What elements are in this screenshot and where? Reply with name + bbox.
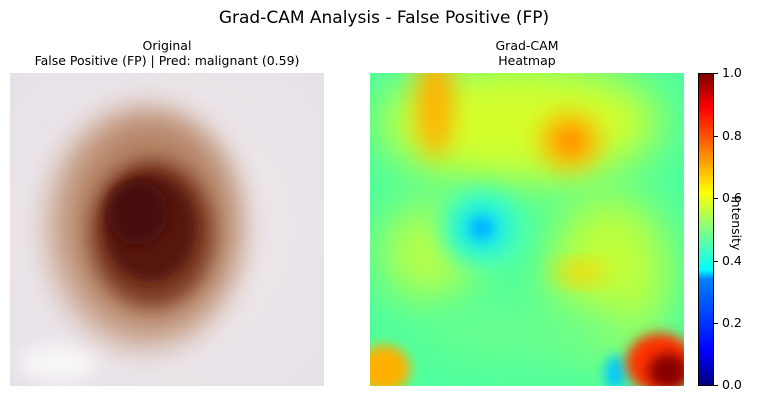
- colorbar-tick-label: 1.0: [722, 65, 742, 80]
- colorbar-tick: [714, 385, 718, 386]
- colorbar-tick: [714, 261, 718, 262]
- heatmap-panel-title: Grad-CAM Heatmap: [370, 38, 684, 68]
- heatmap-drawing: [370, 73, 684, 386]
- figure-title: Grad-CAM Analysis - False Positive (FP): [218, 8, 550, 28]
- colorbar-tick-label: 0.8: [722, 128, 742, 143]
- heatmap-title-line1: Grad-CAM: [495, 38, 559, 53]
- colorbar-tick-label: 0.6: [722, 190, 742, 205]
- colorbar-tick: [714, 73, 718, 74]
- original-lesion-image: [10, 73, 324, 386]
- colorbar-tick: [714, 198, 718, 199]
- original-panel-title: Original False Positive (FP) | Pred: mal…: [10, 38, 324, 68]
- colorbar-tick-label: 0.4: [722, 253, 742, 268]
- colorbar-label: Intensity: [729, 196, 744, 251]
- gradcam-heatmap-image: [370, 73, 684, 386]
- original-title-line1: Original: [142, 38, 192, 53]
- colorbar-tick-label: 0.2: [722, 315, 742, 330]
- colorbar-tick: [714, 136, 718, 137]
- heatmap-title-line2: Heatmap: [498, 53, 556, 68]
- lesion-drawing: [10, 73, 324, 386]
- colorbar-tick-label: 0.0: [722, 377, 742, 392]
- colorbar-tick: [714, 323, 718, 324]
- colorbar: [698, 73, 714, 386]
- original-title-line2: False Positive (FP) | Pred: malignant (0…: [34, 53, 300, 68]
